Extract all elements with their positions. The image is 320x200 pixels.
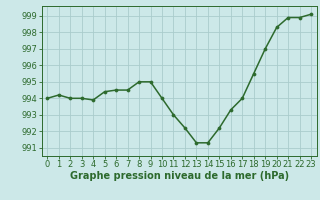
X-axis label: Graphe pression niveau de la mer (hPa): Graphe pression niveau de la mer (hPa) <box>70 171 289 181</box>
